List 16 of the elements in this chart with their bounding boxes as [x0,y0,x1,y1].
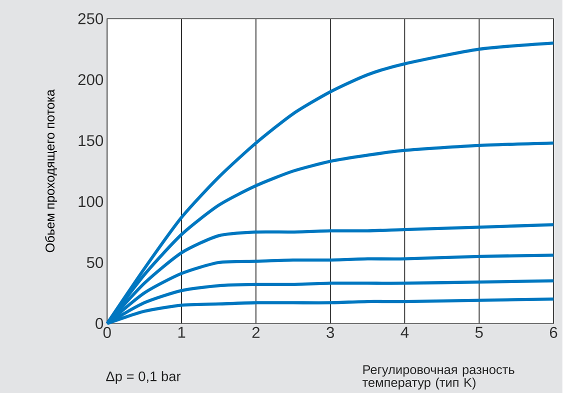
x-tick-label: 5 [475,326,483,338]
y-tick-label: 200 [78,74,104,86]
y-tick-label: 250 [78,13,104,24]
x-tick-label: 4 [400,326,409,338]
x-tick-label: 0 [103,326,111,338]
x-tick-label: 6 [550,326,558,338]
x-axis-title: Регулировочная разность температур (тип K) [362,365,514,390]
y-tick-label: 0 [96,318,104,329]
y-tick-label: 150 [78,134,104,146]
y-tick-label: 50 [86,256,104,268]
x-tick-label: 2 [252,326,260,338]
text: Δp = 0,1 bar [106,371,181,384]
x-tick-label: 3 [326,326,334,338]
y-axis-title: Обьем проходящего потока [45,89,58,252]
x-tick-label: 1 [178,326,186,338]
y-tick-label: 100 [78,196,104,207]
